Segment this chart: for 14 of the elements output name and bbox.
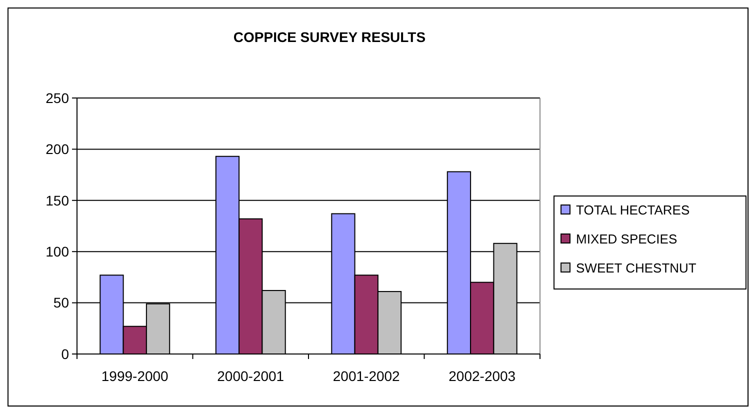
legend-label: TOTAL HECTARES: [576, 202, 690, 218]
x-tick-label: 2002-2003: [448, 368, 516, 384]
y-tick-label: 150: [46, 192, 70, 208]
legend-label: SWEET CHESTNUT: [576, 260, 696, 276]
x-tick-label: 2000-2001: [217, 368, 284, 384]
chart-title: COPPICE SURVEY RESULTS: [233, 29, 426, 45]
legend-label: MIXED SPECIES: [576, 232, 678, 247]
x-tick-label: 1999-2000: [101, 368, 169, 384]
y-tick-label: 50: [53, 294, 70, 311]
y-tick-label: 0: [61, 346, 70, 362]
y-tick-label: 250: [46, 90, 70, 106]
x-tick-label: 2001-2002: [332, 368, 400, 384]
y-tick-label: 200: [46, 141, 70, 158]
y-tick-label: 100: [46, 244, 70, 260]
